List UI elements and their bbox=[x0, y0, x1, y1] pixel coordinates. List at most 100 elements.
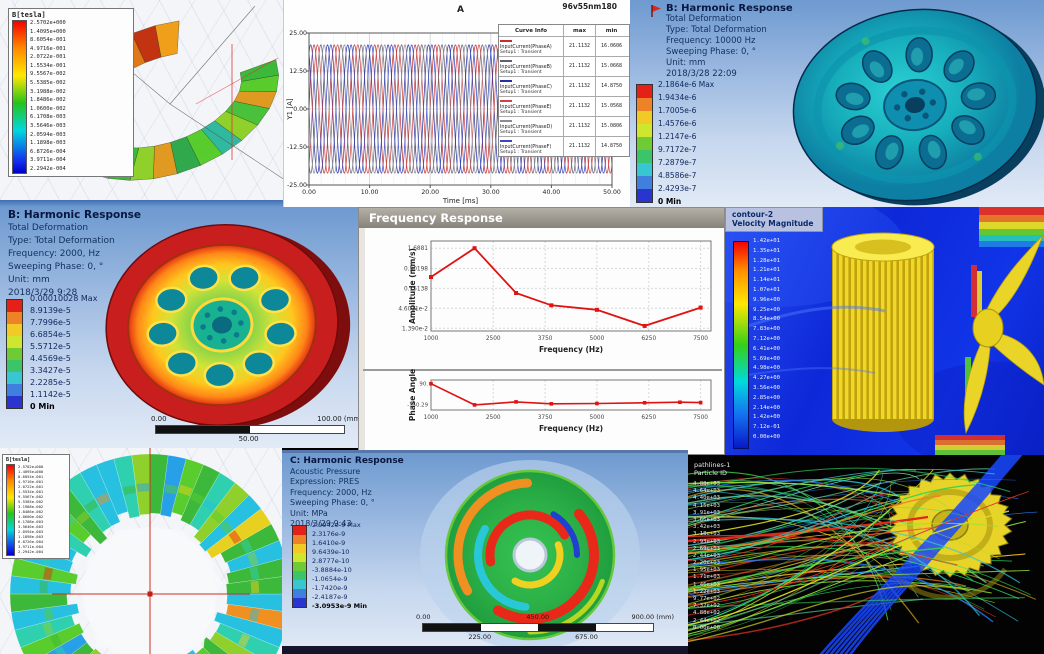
curve-swatch-icon bbox=[500, 99, 512, 102]
curve-setup: Setup1 : Transient bbox=[500, 90, 542, 95]
legend-value: 3.3427e-5 bbox=[30, 366, 71, 375]
svg-text:1000: 1000 bbox=[424, 415, 439, 421]
curve-name: InputCurrent(PhaseA) bbox=[500, 45, 552, 50]
svg-text:50.00: 50.00 bbox=[603, 189, 621, 196]
svg-text:30.00: 30.00 bbox=[482, 189, 500, 196]
svg-text:A: A bbox=[457, 5, 464, 15]
legend-value: 1.4095e+000 bbox=[18, 469, 44, 474]
legend-value: 1.95e+03 bbox=[693, 567, 720, 574]
curve-info-table: Curve Info max min InputCurrent(PhaseA) … bbox=[498, 24, 630, 157]
curve-row: InputCurrent(PhaseF) Setup1 : Transient … bbox=[499, 136, 629, 156]
ruler-end: 100.00 (mm) bbox=[317, 415, 358, 423]
window-titlebar[interactable]: Frequency Response bbox=[359, 208, 724, 228]
panel-maxwell-field-top: B[tesla] 2.5702e+000 1.4095e+000 8.6054e-0… bbox=[0, 0, 283, 200]
ruler-bar bbox=[155, 425, 345, 434]
legend-value: 8.9139e-5 bbox=[30, 306, 71, 315]
svg-text:1000: 1000 bbox=[424, 336, 439, 342]
legend-value: 5.69e+00 bbox=[753, 355, 780, 362]
legend-value: 1.5534e-001 bbox=[18, 489, 44, 494]
header-max: max bbox=[563, 25, 595, 38]
legend-value: 2.8777e-10 bbox=[312, 556, 350, 565]
velocity-contour-view[interactable] bbox=[725, 207, 1044, 455]
legend-value: 6.41e+00 bbox=[753, 345, 780, 352]
curve-max: 21.1132 bbox=[563, 137, 595, 156]
deformation-wheel-view[interactable] bbox=[630, 0, 1044, 207]
result-info-line: Unit: MPa bbox=[290, 508, 328, 518]
legend-value: 6.6854e-5 bbox=[30, 330, 71, 339]
legend-title: B[tesla] bbox=[12, 11, 46, 19]
legend-value: 8.6054e-001 bbox=[18, 474, 44, 479]
window-bottom-strip bbox=[282, 646, 688, 654]
header-min: min bbox=[595, 25, 627, 38]
result-info-block: B: Harmonic Response Total Deformation Ty… bbox=[666, 3, 793, 80]
legend-value: 1.07e+01 bbox=[753, 286, 780, 293]
legend-value: 9.25e+00 bbox=[753, 306, 780, 313]
legend-value: -1.0654e-9 bbox=[312, 574, 348, 583]
svg-text:1.390e-2: 1.390e-2 bbox=[402, 326, 428, 332]
legend-value: 7.32e+02 bbox=[693, 603, 720, 610]
legend-value: 7.83e+00 bbox=[753, 326, 780, 333]
legend-value: 2.14e+00 bbox=[753, 404, 780, 411]
svg-text:Amplitude (mm/s): Amplitude (mm/s) bbox=[408, 248, 417, 324]
legend-value: 1.1142e-5 bbox=[30, 390, 71, 399]
report-flag-icon bbox=[651, 5, 661, 17]
colorbar bbox=[292, 525, 307, 608]
colorbar bbox=[636, 84, 653, 203]
colorbar bbox=[12, 20, 27, 174]
legend-value: 0.00e+00 bbox=[693, 624, 720, 631]
svg-text:6250: 6250 bbox=[641, 336, 656, 342]
curve-setup: Setup1 : Transient bbox=[500, 130, 542, 135]
legend-value: 4.88e+03 bbox=[693, 481, 720, 487]
legend-value: 2.0594e-003 bbox=[30, 131, 66, 138]
legend-value: 4.98e+00 bbox=[753, 365, 780, 372]
svg-text:20.00: 20.00 bbox=[421, 189, 439, 196]
legend-value: 7.2879e-7 bbox=[658, 157, 697, 167]
svg-text:7500: 7500 bbox=[693, 415, 708, 421]
svg-text:5000: 5000 bbox=[590, 336, 605, 342]
legend-value: 2.69e+03 bbox=[693, 545, 720, 552]
legend-value: 1.71e+03 bbox=[693, 574, 720, 581]
curve-name: InputCurrent(PhaseD) bbox=[500, 125, 553, 130]
legend-value: 3.42e+03 bbox=[693, 524, 720, 531]
legend-value: 6.8726e-004 bbox=[18, 539, 44, 544]
legend-value: 3.66e+03 bbox=[693, 516, 720, 523]
legend-value: 1.9434e-6 bbox=[658, 92, 697, 102]
result-info-line: Type: Total Deformation bbox=[666, 25, 767, 35]
curve-swatch-icon bbox=[500, 59, 512, 62]
result-info-line: Sweeping Phase: 0, ° bbox=[666, 47, 757, 57]
legend-value: 4.4569e-5 bbox=[30, 354, 71, 363]
result-info-line: 2018/3/29 9:43 bbox=[290, 519, 352, 528]
svg-text:Y1 [A]: Y1 [A] bbox=[286, 98, 294, 120]
curve-row: InputCurrent(PhaseA) Setup1 : Transient … bbox=[499, 36, 629, 56]
svg-text:Phase Angle: Phase Angle bbox=[408, 369, 417, 421]
svg-text:25.00: 25.00 bbox=[289, 30, 307, 37]
legend-value: 1.14e+01 bbox=[753, 277, 780, 284]
acoustic-disk-view[interactable] bbox=[282, 453, 688, 654]
result-info-line: Expression: PRES bbox=[290, 477, 360, 486]
legend-value: 3.5646e-003 bbox=[30, 122, 66, 129]
pathlines-view[interactable] bbox=[688, 455, 1044, 654]
legend-value: 8.54e+00 bbox=[753, 316, 780, 323]
curve-setup: Setup1 : Transient bbox=[500, 110, 542, 115]
deformation-wheel-view[interactable] bbox=[0, 207, 358, 448]
curve-min: 14.8750 bbox=[595, 137, 627, 156]
legend-value: 6.8726e-004 bbox=[30, 148, 66, 155]
contour-legend-title: contour-2 Velocity Magnitude bbox=[725, 207, 823, 232]
legend-value: 5.5712e-5 bbox=[30, 342, 71, 351]
window-edge-strip bbox=[0, 200, 283, 207]
svg-text:0.00: 0.00 bbox=[293, 106, 307, 113]
legend-value: 1.42e+01 bbox=[753, 238, 780, 244]
svg-text:2500: 2500 bbox=[486, 336, 501, 342]
frequency-response-chart[interactable]: 1.6881 0.50198 0.15138 4.6011e-2 1.390e-2 100… bbox=[359, 228, 725, 454]
legend-value: 2.0722e-001 bbox=[18, 484, 44, 489]
legend-value: 3.9711e-004 bbox=[30, 157, 66, 164]
legend-value: -1.7420e-9 bbox=[312, 583, 348, 592]
curve-name: InputCurrent(PhaseC) bbox=[500, 85, 552, 90]
b-field-legend: B[tesla] 2.5702e+000 1.4095e+000 8.6054e-0… bbox=[8, 8, 134, 177]
legend-value: 3.1988e-002 bbox=[30, 88, 66, 95]
result-title: B: Harmonic Response bbox=[666, 3, 793, 14]
curve-min: 15.0806 bbox=[595, 117, 627, 136]
legend-value: 1.8486e-002 bbox=[18, 509, 44, 514]
legend-value: 3.1988e-002 bbox=[18, 504, 44, 509]
curve-max: 21.1132 bbox=[563, 77, 595, 96]
